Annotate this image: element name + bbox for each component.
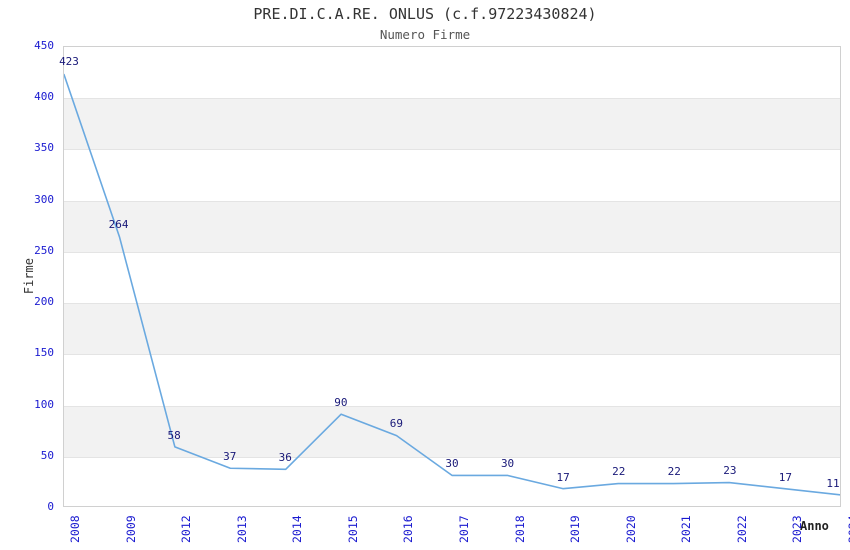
data-point-label: 23 bbox=[723, 464, 737, 478]
x-tick-label: 2013 bbox=[234, 515, 249, 543]
y-tick-label: 300 bbox=[34, 192, 54, 206]
gridline bbox=[64, 354, 840, 355]
background-band bbox=[64, 405, 840, 457]
data-point-label: 11 bbox=[826, 476, 840, 490]
x-tick-label: 2017 bbox=[457, 515, 471, 543]
gridline bbox=[64, 149, 840, 150]
data-point-label: 58 bbox=[167, 428, 181, 442]
x-tick-label: 2023 bbox=[790, 515, 805, 543]
x-tick-label: 2020 bbox=[623, 515, 638, 543]
background-band bbox=[64, 303, 840, 355]
x-tick-label: 2018 bbox=[512, 515, 527, 543]
y-tick-label: 0 bbox=[47, 500, 54, 513]
gridline bbox=[64, 201, 840, 202]
data-point-label: 30 bbox=[500, 457, 515, 471]
x-tick-label: 2024 bbox=[846, 515, 850, 543]
gridline bbox=[64, 98, 840, 99]
y-tick-label: 200 bbox=[34, 295, 54, 309]
y-tick-label: 450 bbox=[34, 39, 54, 52]
plot-area bbox=[63, 46, 841, 507]
data-point-label: 22 bbox=[667, 465, 681, 479]
gridline bbox=[64, 252, 840, 253]
y-tick-label: 100 bbox=[34, 397, 54, 411]
x-tick-label: 2014 bbox=[290, 515, 305, 543]
data-point-label: 90 bbox=[334, 395, 348, 409]
data-point-label: 264 bbox=[108, 217, 129, 231]
chart-title: PRE.DI.C.A.RE. ONLUS (c.f.97223430824) bbox=[253, 5, 597, 23]
data-point-label: 36 bbox=[278, 451, 292, 465]
y-tick-label: 400 bbox=[34, 90, 54, 104]
background-band bbox=[64, 98, 840, 150]
data-point-label: 17 bbox=[778, 470, 793, 484]
gridline bbox=[64, 303, 840, 304]
gridline bbox=[64, 406, 840, 407]
y-axis-title: Firme bbox=[22, 258, 36, 295]
x-tick-label: 2008 bbox=[68, 515, 82, 543]
x-tick-label: 2019 bbox=[568, 515, 583, 543]
data-point-label: 69 bbox=[389, 417, 404, 431]
data-point-label: 17 bbox=[556, 470, 570, 484]
x-axis-title: Anno bbox=[800, 519, 829, 533]
data-point-label: 423 bbox=[59, 54, 79, 68]
background-band bbox=[64, 200, 840, 252]
data-point-label: 30 bbox=[445, 457, 459, 471]
x-tick-label: 2012 bbox=[179, 515, 194, 543]
x-tick-label: 2021 bbox=[679, 515, 694, 543]
data-point-label: 37 bbox=[223, 450, 237, 464]
chart-subtitle: Numero Firme bbox=[379, 27, 471, 42]
x-tick-label: 2009 bbox=[123, 515, 138, 543]
x-tick-label: 2016 bbox=[401, 515, 416, 543]
data-point-label: 22 bbox=[612, 465, 626, 479]
y-tick-label: 150 bbox=[34, 346, 54, 360]
series-line bbox=[64, 73, 840, 496]
series-polyline bbox=[64, 73, 840, 496]
gridline bbox=[64, 457, 840, 458]
y-tick-label: 350 bbox=[34, 141, 54, 155]
y-tick-label: 50 bbox=[40, 448, 54, 462]
x-tick-label: 2022 bbox=[734, 515, 749, 543]
x-tick-label: 2015 bbox=[345, 515, 360, 543]
y-tick-label: 250 bbox=[34, 243, 54, 257]
